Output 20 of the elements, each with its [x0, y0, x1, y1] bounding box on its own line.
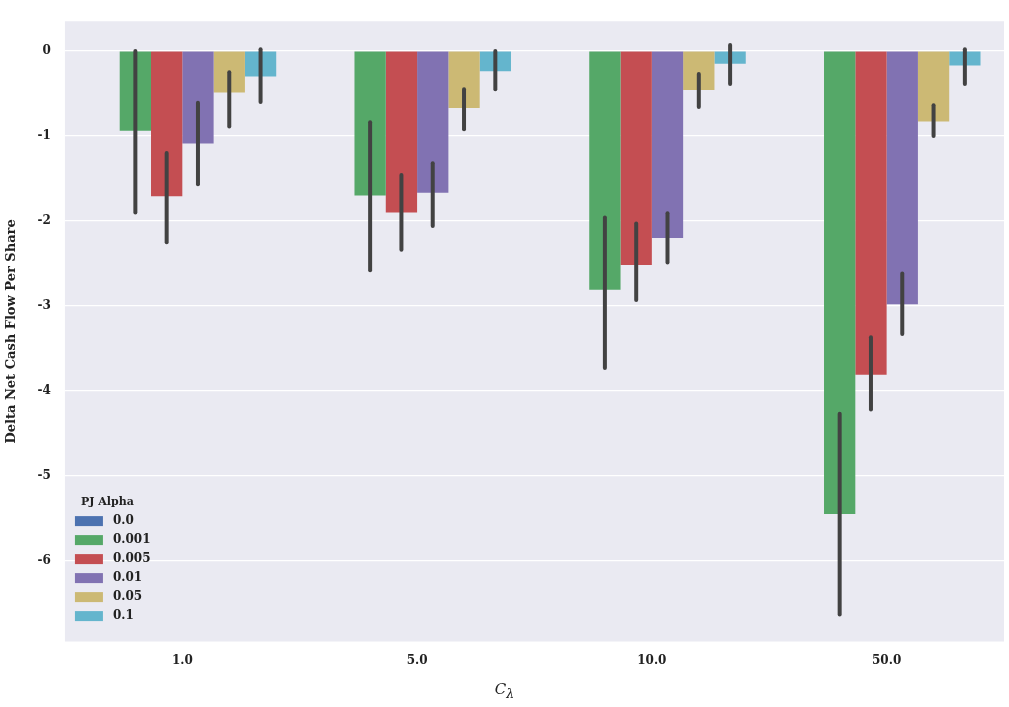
x-axis-title: C$_{λ}$ [493, 680, 516, 701]
x-tick-label: 5.0 [406, 652, 428, 667]
y-tick-label: -6 [37, 552, 51, 567]
legend-title: PJ Alpha [80, 494, 134, 508]
legend-label: 0.05 [112, 589, 143, 604]
y-tick-label: -2 [37, 213, 51, 228]
x-tick-label: 1.0 [171, 652, 193, 667]
y-tick-label: -3 [37, 298, 51, 313]
y-axis-title: Delta Net Cash Flow Per Share [3, 219, 19, 444]
x-tick-label: 50.0 [872, 652, 902, 667]
x-tick-label: 10.0 [637, 652, 667, 667]
legend-label: 0.01 [112, 570, 143, 585]
legend-label: 0.1 [112, 608, 134, 623]
legend-label: 0.005 [112, 551, 151, 566]
y-tick-label: -1 [37, 128, 51, 143]
y-tick-label: 0 [42, 43, 51, 58]
legend-label: 0.001 [112, 532, 151, 547]
y-tick-label: -5 [37, 468, 51, 482]
y-tick-label: -4 [37, 383, 51, 398]
legend-label: 0.0 [112, 513, 134, 528]
